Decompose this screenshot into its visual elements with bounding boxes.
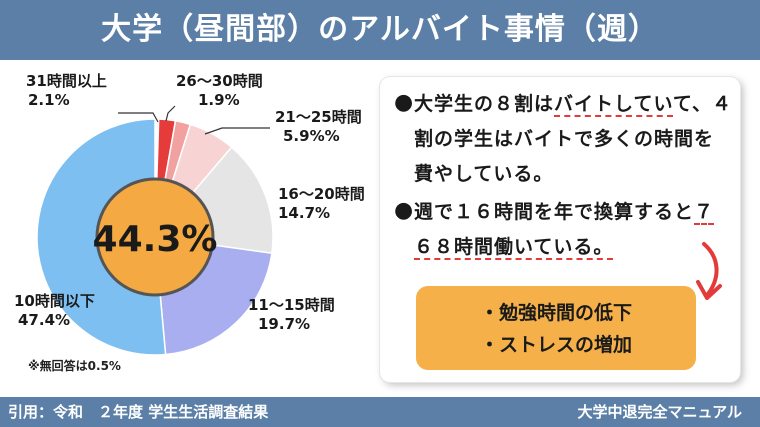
page-title: 大学（昼間部）のアルバイト事情（週）: [101, 12, 659, 47]
title-bar: 大学（昼間部）のアルバイト事情（週）: [0, 0, 760, 60]
no-answer-note: ※無回答は0.5%: [28, 359, 121, 373]
slice-value-31h: 2.1%: [28, 91, 70, 109]
slice-value-10h: 47.4%: [18, 311, 71, 329]
slice-label-11-15h: 11〜15時間 19.7%: [248, 296, 335, 334]
bullet-2-text: 週で１６時間を年で換算すると７６８時間働いている。: [414, 195, 732, 265]
impact-item-2: ・ストレスの増加: [479, 334, 632, 356]
slice-name-10h: 10時間以下: [14, 292, 95, 310]
impact-item-1: ・勉強時間の低下: [479, 302, 632, 324]
slice-name-31h: 31時間以上: [26, 72, 107, 90]
leader-line-0: [118, 112, 159, 123]
leader-line-2: [204, 127, 270, 135]
slice-value-16-20h: 14.7%: [278, 204, 331, 222]
slice-value-21-25h: 5.9%%: [283, 127, 340, 145]
slice-value-11-15h: 19.7%: [258, 315, 311, 333]
brand-name: 大学中退完全マニュアル: [577, 403, 742, 421]
slice-label-31h: 31時間以上 2.1%: [26, 72, 107, 110]
source-citation: 引用：令和 ２年度 学生生活調査結果: [8, 403, 269, 421]
slice-label-26-30h: 26〜30時間 1.9%: [176, 72, 263, 110]
center-value-label: 44.3%: [93, 219, 218, 260]
slice-label-16-20h: 16〜20時間 14.7%: [278, 185, 365, 223]
bullet-dot-icon: ●: [394, 198, 414, 223]
bullet-1-text: 大学生の８割はバイトしていて、４割の学生はバイトで多くの時間を費やしている。: [414, 87, 732, 192]
slice-value-26-30h: 1.9%: [198, 91, 240, 109]
slice-name-11-15h: 11〜15時間: [248, 296, 335, 314]
slice-name-21-25h: 21〜25時間: [275, 108, 362, 126]
leader-line-1: [165, 105, 176, 122]
slice-label-21-25h: 21〜25時間 5.9%%: [275, 108, 362, 146]
slice-name-26-30h: 26〜30時間: [176, 72, 263, 90]
pie-chart: 44.3%: [36, 105, 274, 356]
footer-bar: 引用：令和 ２年度 学生生活調査結果 大学中退完全マニュアル: [0, 397, 760, 427]
impact-box: ・勉強時間の低下 ・ストレスの増加: [416, 286, 696, 370]
slice-label-10h: 10時間以下 47.4%: [14, 292, 95, 330]
slice-name-16-20h: 16〜20時間: [278, 185, 365, 203]
center-circle: [95, 177, 215, 297]
bullet-dot-icon: ●: [394, 90, 414, 115]
curved-arrow-icon: [696, 242, 722, 300]
bullet-2-part1: 週で１６時間を年で換算すると: [414, 201, 695, 223]
bullet-1-rest: て、４割の学生はバイトで多くの時間を費やしている。: [414, 93, 732, 185]
bullet-1-emphasis: バイトしてい: [554, 93, 673, 117]
bullet-1-part1: 大学生の８割は: [414, 93, 555, 115]
summary-panel: ● 大学生の８割はバイトしていて、４割の学生はバイトで多くの時間を費やしている。…: [380, 77, 740, 382]
bullet-2-emphasis: ７６８時間働いている。: [414, 201, 715, 260]
